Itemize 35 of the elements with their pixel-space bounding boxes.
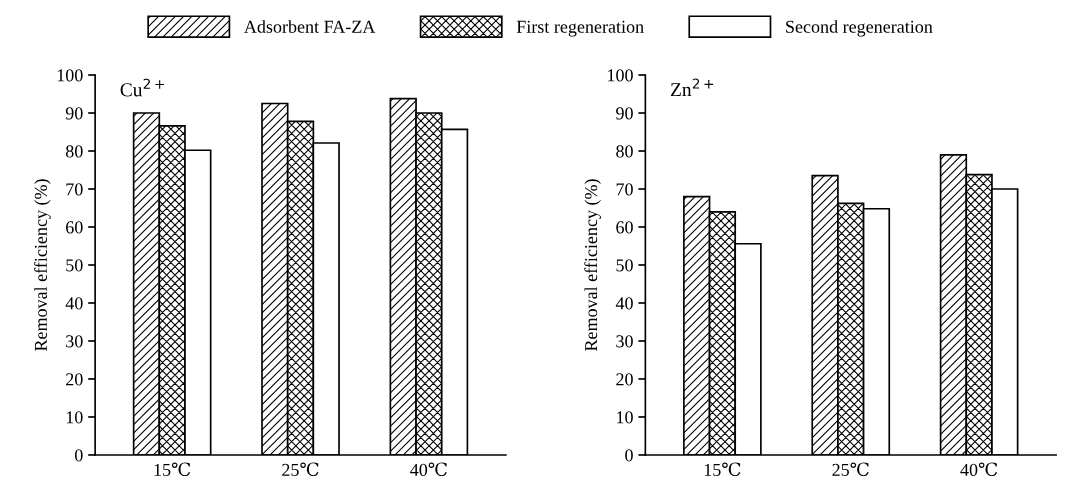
legend-label: First regeneration (516, 20, 644, 37)
y-tick-label: 90 (616, 107, 633, 120)
x-tick-label: 25℃ (282, 462, 319, 477)
x-tick-label: 40℃ (960, 462, 998, 477)
y-tick-label: 10 (66, 411, 83, 424)
y-axis-title: Removal efficiency (%) (584, 179, 601, 352)
y-tick-label: 80 (616, 145, 633, 158)
y-tick-label: 10 (617, 411, 633, 424)
x-tick-label: 15℃ (704, 462, 741, 477)
y-tick-label: 80 (65, 145, 83, 158)
y-tick-label: 70 (66, 183, 83, 196)
x-tick-label: 25℃ (832, 462, 869, 477)
y-tick-label: 20 (66, 373, 83, 386)
y-tick-label: 30 (66, 335, 83, 348)
y-axis-title: Removal efficiency (%) (34, 179, 51, 352)
y-tick-label: 100 (57, 69, 83, 82)
legend-label: Adsorbent FA-ZA (244, 20, 376, 33)
legend-label: Second regeneration (786, 20, 933, 37)
y-tick-label: 30 (616, 335, 633, 348)
y-tick-label: 20 (616, 373, 633, 386)
y-tick-label: 60 (66, 221, 83, 234)
y-tick-label: 50 (616, 259, 633, 272)
y-tick-label: 40 (65, 297, 83, 310)
y-tick-label: 90 (65, 107, 83, 120)
y-tick-label: 50 (66, 259, 83, 272)
x-tick-label: 15℃ (154, 462, 191, 477)
y-tick-label: 70 (616, 183, 633, 196)
x-tick-label: 40℃ (410, 462, 447, 477)
annotation: Zn$^{2+}$ (670, 78, 714, 97)
annotation: Cu$^{2+}$ (120, 78, 164, 97)
y-tick-label: 0 (625, 449, 633, 462)
y-tick-label: 100 (608, 69, 633, 82)
y-tick-label: 40 (615, 297, 633, 310)
y-tick-label: 0 (74, 449, 83, 462)
y-tick-label: 60 (616, 221, 633, 234)
